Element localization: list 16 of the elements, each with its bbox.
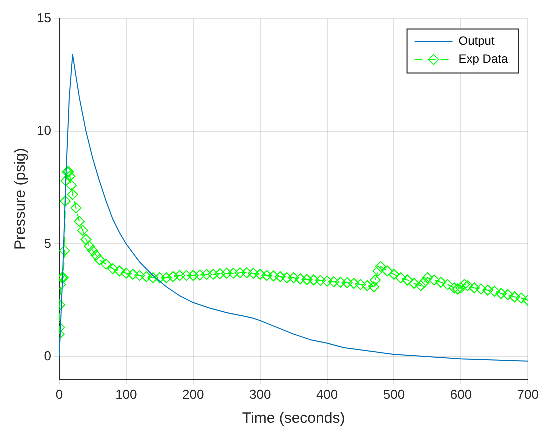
- x-tick-label: 600: [450, 386, 472, 402]
- y-tick-label: 15: [36, 10, 52, 26]
- x-tick-label: 0: [56, 386, 64, 402]
- legend-label: Exp Data: [458, 52, 508, 66]
- y-axis-title: Pressure (psig): [12, 148, 30, 250]
- y-tick-label: 0: [44, 348, 52, 364]
- legend-label: Output: [458, 34, 496, 48]
- x-tick-label: 100: [116, 386, 138, 402]
- x-tick-label: 500: [383, 386, 406, 402]
- x-tick-label: 200: [182, 386, 204, 402]
- x-tick-label: 400: [316, 386, 338, 402]
- x-tick-label: 700: [517, 386, 540, 402]
- y-tick-label: 10: [36, 123, 52, 138]
- y-tick-label: 5: [44, 236, 52, 251]
- x-tick-label: 300: [249, 386, 272, 402]
- x-axis-title: Time (seconds): [242, 410, 346, 428]
